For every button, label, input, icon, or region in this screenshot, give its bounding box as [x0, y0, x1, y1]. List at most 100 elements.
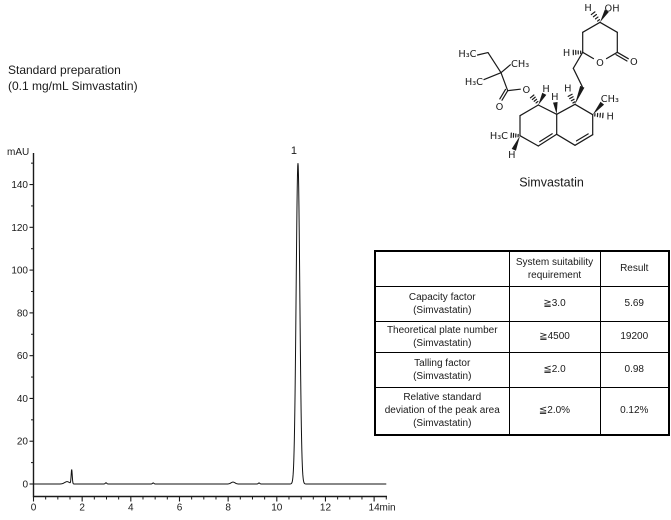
- table-row: Relative standard deviation of the peak …: [374, 386, 670, 436]
- cell-requirement: ≧4500: [508, 320, 601, 353]
- table-row: Theoretical plate number (Simvastatin) ≧…: [374, 320, 670, 353]
- bond: [582, 21, 601, 33]
- atom-label-h: H: [508, 150, 515, 161]
- atom-label-h3c: H₃C: [458, 49, 476, 60]
- x-tick-label: 12: [320, 503, 332, 514]
- cell-parameter: Capacity factor (Simvastatin): [374, 285, 510, 322]
- atom-label-ester-o: O: [522, 85, 530, 96]
- cell-requirement: ≦2.0%: [508, 386, 601, 436]
- table-header-row: System suitability requirement Result: [374, 250, 670, 287]
- bond-double: [499, 88, 507, 100]
- atom-label-ch3: CH₃: [511, 59, 529, 70]
- chromatogram-trace: [33, 163, 387, 485]
- simvastatin-structure: O O OH H H H₃C CH₃ H₃C O O: [458, 3, 638, 190]
- bond: [483, 72, 502, 81]
- y-tick-label: 60: [17, 351, 29, 362]
- header-result: Result: [599, 250, 670, 287]
- atom-label-oh: OH: [605, 4, 620, 15]
- atom-label-h: H: [564, 84, 571, 95]
- bond: [574, 103, 594, 116]
- sample-description-line1: Standard preparation: [8, 63, 121, 77]
- bond-hash: [590, 11, 601, 22]
- bond-wedge: [575, 85, 585, 105]
- axis: [32, 153, 387, 498]
- peak-label: 1: [291, 145, 297, 157]
- bond: [507, 88, 521, 92]
- system-suitability-table: System suitability requirement Result Ca…: [374, 250, 670, 436]
- bond-wedge: [538, 92, 547, 105]
- x-tick-label: 6: [177, 503, 183, 514]
- atom-label-ch3: CH₃: [601, 94, 619, 105]
- bond: [500, 72, 509, 92]
- bond: [572, 67, 583, 88]
- bond: [599, 21, 618, 33]
- bond-double: [616, 51, 629, 60]
- table-row: Capacity factor (Simvastatin) ≧3.0 5.69: [374, 285, 670, 322]
- x-axis-unit-label: min: [380, 503, 396, 514]
- bond-wedge: [600, 9, 609, 23]
- bond: [537, 104, 558, 115]
- bond: [487, 51, 502, 74]
- bond-hash: [567, 93, 576, 104]
- x-tick-label: 2: [79, 503, 85, 514]
- bond-hash: [572, 49, 582, 56]
- bond-hash: [594, 112, 604, 119]
- atom-label-h: H: [584, 3, 591, 14]
- atom-label-h: H: [551, 92, 558, 103]
- bond: [572, 51, 584, 69]
- y-tick-label: 80: [17, 308, 29, 319]
- cell-result: 5.69: [599, 285, 670, 322]
- y-tick-label: 40: [17, 394, 29, 405]
- atom-label-h: H: [563, 48, 570, 59]
- x-tick-label: 4: [128, 503, 134, 514]
- bond-wedge: [511, 135, 520, 151]
- y-axis-unit-label: mAU: [7, 147, 29, 158]
- cell-result: 0.12%: [599, 386, 670, 436]
- cell-parameter: Theoretical plate number (Simvastatin): [374, 320, 510, 353]
- atom-label-h3c: H₃C: [490, 131, 508, 142]
- header-requirement: System suitability requirement: [508, 250, 601, 287]
- bond: [556, 133, 576, 146]
- y-tick-label: 20: [17, 437, 29, 448]
- y-tick-label: 120: [11, 223, 28, 234]
- bond-double: [575, 133, 589, 142]
- table-row: Talling factor (Simvastatin) ≦2.0 0.98: [374, 351, 670, 388]
- y-tick-label: 100: [11, 266, 28, 277]
- cell-parameter: Relative standard deviation of the peak …: [374, 386, 510, 436]
- atom-label-o: O: [496, 102, 504, 113]
- bond: [476, 51, 489, 56]
- atom-label-h3c: H₃C: [465, 77, 483, 88]
- cell-parameter: Talling factor (Simvastatin): [374, 351, 510, 388]
- bond-hash: [529, 94, 539, 104]
- bond: [537, 133, 558, 147]
- atom-label-carbonyl-o: O: [630, 57, 638, 68]
- atom-label-h: H: [607, 111, 614, 122]
- bond-hash: [510, 132, 519, 139]
- chromatogram-plot: 0 20 40 60 80 100 120 140 0 2 4 6 8 10 12 14 mAU min 1: [7, 145, 396, 514]
- bond: [519, 104, 539, 117]
- bond-wedge: [592, 101, 605, 115]
- cell-requirement: ≦2.0: [508, 351, 601, 388]
- bond: [574, 134, 594, 146]
- sample-description: Standard preparation (0.1 mg/mL Simvasta…: [8, 63, 138, 94]
- bond: [519, 135, 539, 147]
- cell-result: 0.98: [599, 351, 670, 388]
- bond: [500, 64, 511, 74]
- atom-label-ring-o: O: [596, 58, 604, 69]
- bond-wedge: [553, 102, 558, 115]
- y-tick-label: 140: [11, 180, 28, 191]
- x-tick-label: 0: [31, 503, 37, 514]
- bond-double: [615, 53, 628, 62]
- sample-description-line2: (0.1 mg/mL Simvastatin): [8, 78, 138, 93]
- x-tick-label: 10: [271, 503, 283, 514]
- atom-label-h: H: [542, 84, 549, 95]
- x-tick-label: 14: [369, 503, 381, 514]
- cell-result: 19200: [599, 320, 670, 353]
- cell-requirement: ≧3.0: [508, 285, 601, 322]
- x-tick-label: 8: [225, 503, 231, 514]
- bond-double: [501, 90, 509, 101]
- y-tick-label: 0: [22, 480, 28, 491]
- bond: [556, 103, 576, 115]
- structure-caption: Simvastatin: [519, 176, 584, 190]
